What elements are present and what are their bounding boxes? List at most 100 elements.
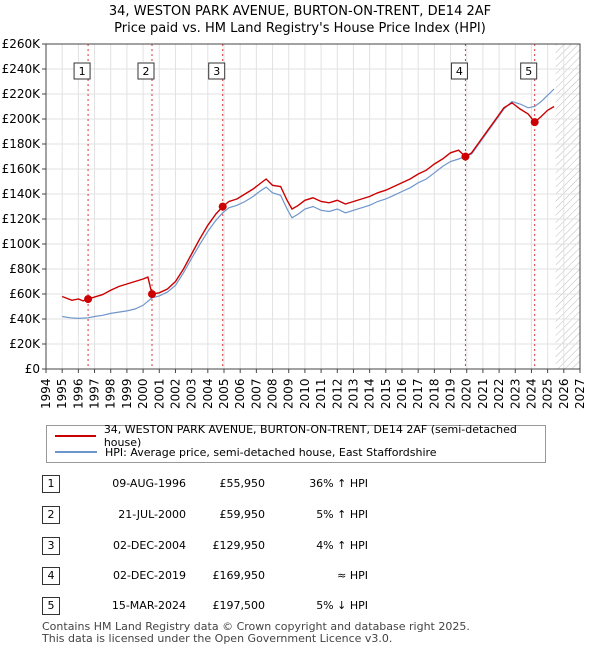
x-tick-label: 2005 xyxy=(217,378,231,409)
transaction-date: 02-DEC-2004 xyxy=(112,539,186,552)
plot-border xyxy=(45,43,581,370)
y-tick-label: £60K xyxy=(9,287,41,301)
x-tick-label: 2018 xyxy=(427,378,441,409)
legend-item-hpi: HPI: Average price, semi-detached house,… xyxy=(55,444,437,460)
transaction-number: 4 xyxy=(42,567,60,585)
x-tick-label: 2002 xyxy=(168,378,182,409)
x-tick-label: 2026 xyxy=(557,378,571,409)
x-tick-label: 1994 xyxy=(39,378,53,409)
sale-marker-box xyxy=(520,62,538,80)
sale-marker-label: 2 xyxy=(142,65,149,78)
legend-label-property: 34, WESTON PARK AVENUE, BURTON-ON-TRENT,… xyxy=(103,423,517,449)
transaction-date: 09-AUG-1996 xyxy=(112,477,186,490)
sale-point xyxy=(461,152,470,161)
sale-marker-label: 1 xyxy=(79,65,86,78)
x-tick-label: 2020 xyxy=(460,378,474,409)
sale-marker-box xyxy=(208,62,226,80)
transaction-date: 15-MAR-2024 xyxy=(111,599,186,612)
transaction-number: 1 xyxy=(42,475,60,493)
sale-point xyxy=(530,118,539,127)
transaction-price: £129,950 xyxy=(212,539,266,552)
transaction-row: 5 15-MAR-2024 £197,500 5% ↓ HPI xyxy=(0,597,600,615)
future-hatch-region xyxy=(555,44,580,369)
x-tick-label: 2011 xyxy=(314,378,328,409)
legend-swatch-property xyxy=(55,435,96,437)
x-tick-label: 1995 xyxy=(55,378,69,409)
y-tick-label: £140K xyxy=(2,187,42,201)
sale-point xyxy=(218,202,227,211)
x-tick-label: 2022 xyxy=(492,378,506,409)
transaction-price: £59,950 xyxy=(219,508,266,521)
x-tick-label: 2017 xyxy=(411,378,425,409)
x-tick-label: 2013 xyxy=(346,378,360,409)
transaction-date: 21-JUL-2000 xyxy=(118,508,186,521)
y-tick-label: £120K xyxy=(2,212,42,226)
x-tick-label: 1999 xyxy=(120,378,134,409)
series-line-property xyxy=(61,101,555,302)
x-tick-label: 2009 xyxy=(282,378,296,409)
price-chart: 1 2 3 4 5 £0 £20K £40K £60K £80K £100K £120K £140K £1… xyxy=(2,37,587,409)
transaction-hpi-relation: ≈ HPI xyxy=(337,569,368,582)
x-tick-label: 2025 xyxy=(541,378,555,409)
y-tick-label: £260K xyxy=(2,37,42,51)
x-tick-label: 1996 xyxy=(71,378,85,409)
chart-title: 34, WESTON PARK AVENUE, BURTON-ON-TRENT,… xyxy=(108,4,492,19)
transaction-hpi-relation: 5% ↑ HPI xyxy=(316,508,368,521)
y-tick-label: £20K xyxy=(9,337,41,351)
legend: 34, WESTON PARK AVENUE, BURTON-ON-TRENT,… xyxy=(46,423,546,463)
transaction-price: £197,500 xyxy=(212,599,266,612)
chart-subtitle: Price paid vs. HM Land Registry's House … xyxy=(114,21,486,36)
transaction-hpi-relation: 36% ↑ HPI xyxy=(309,477,368,490)
sale-marker-box xyxy=(450,62,468,80)
sale-marker-box xyxy=(137,62,155,80)
transaction-date: 02-DEC-2019 xyxy=(112,569,186,582)
sale-marker-label: 3 xyxy=(213,65,220,78)
x-tick-label: 2027 xyxy=(573,378,587,409)
x-tick-label: 2004 xyxy=(201,378,215,409)
y-tick-label: £160K xyxy=(2,162,42,176)
y-tick-label: £40K xyxy=(9,312,41,326)
x-tick-label: 2014 xyxy=(363,378,377,409)
x-tick-label: 2007 xyxy=(249,378,263,409)
x-tick-label: 2006 xyxy=(233,378,247,409)
sale-point xyxy=(84,295,93,304)
x-tick-label: 1997 xyxy=(88,378,102,409)
transaction-price: £169,950 xyxy=(212,569,266,582)
transaction-number: 3 xyxy=(42,537,60,555)
sale-point xyxy=(147,290,156,299)
transaction-hpi-relation: 5% ↓ HPI xyxy=(316,599,368,612)
x-tick-label: 2012 xyxy=(330,378,344,409)
y-tick-label: £220K xyxy=(2,87,42,101)
x-tick-label: 2023 xyxy=(508,378,522,409)
x-tick-label: 2019 xyxy=(444,378,458,409)
footer-license: This data is licensed under the Open Gov… xyxy=(42,632,393,645)
y-tick-label: £80K xyxy=(9,262,41,276)
sale-marker-label: 5 xyxy=(525,65,532,78)
x-tick-label: 2016 xyxy=(395,378,409,409)
legend-label-hpi: HPI: Average price, semi-detached house,… xyxy=(105,445,437,459)
transaction-row: 2 21-JUL-2000 £59,950 5% ↑ HPI xyxy=(0,506,600,524)
x-tick-label: 2000 xyxy=(136,378,150,409)
transaction-price: £55,950 xyxy=(219,477,266,490)
y-tick-label: £0 xyxy=(25,362,40,376)
transaction-hpi-relation: 4% ↑ HPI xyxy=(316,539,368,552)
footer-copyright: Contains HM Land Registry data © Crown c… xyxy=(42,620,470,633)
transaction-number: 5 xyxy=(42,597,60,615)
sale-marker-label: 4 xyxy=(456,65,463,78)
transaction-row: 4 02-DEC-2019 £169,950 ≈ HPI xyxy=(0,567,600,585)
x-tick-label: 2003 xyxy=(185,378,199,409)
x-tick-label: 2010 xyxy=(298,378,312,409)
legend-item-property: 34, WESTON PARK AVENUE, BURTON-ON-TRENT,… xyxy=(55,423,545,449)
x-tick-label: 2001 xyxy=(152,378,166,409)
x-tick-label: 2008 xyxy=(266,378,280,409)
y-tick-label: £240K xyxy=(2,62,42,76)
series-line-hpi xyxy=(62,88,555,320)
x-tick-label: 2021 xyxy=(476,378,490,409)
transaction-row: 3 02-DEC-2004 £129,950 4% ↑ HPI xyxy=(0,537,600,555)
legend-swatch-hpi xyxy=(55,451,97,453)
y-tick-label: £100K xyxy=(2,237,42,251)
transaction-row: 1 09-AUG-1996 £55,950 36% ↑ HPI xyxy=(0,475,600,493)
y-tick-label: £180K xyxy=(2,137,42,151)
sale-marker-box xyxy=(73,62,91,80)
y-tick-label: £200K xyxy=(2,112,42,126)
